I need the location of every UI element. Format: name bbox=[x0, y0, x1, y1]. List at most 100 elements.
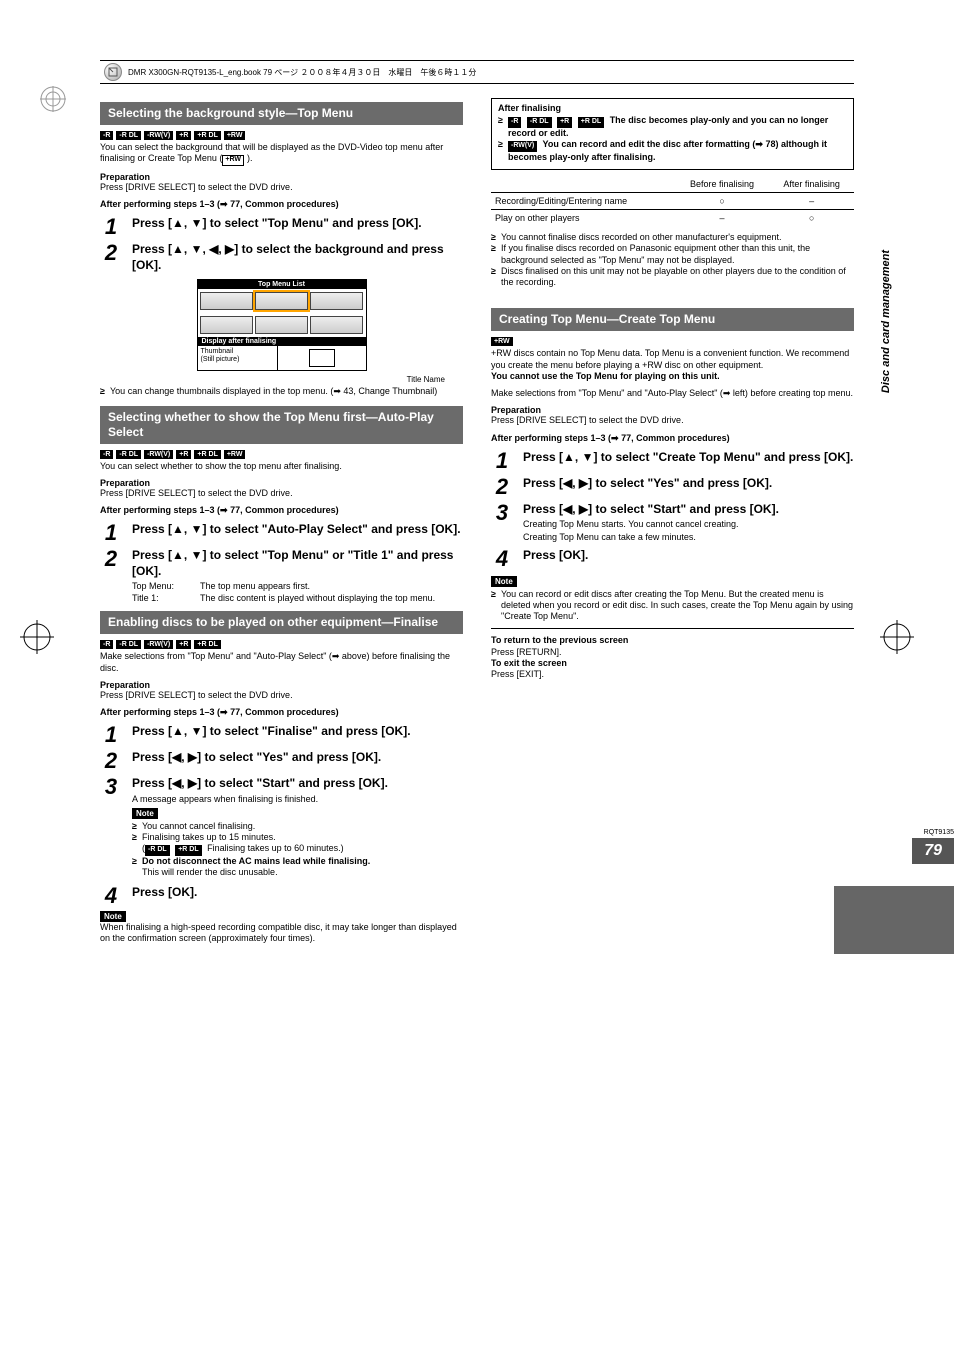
step-title: Press [OK]. bbox=[523, 548, 854, 564]
disc-tags: -R-R DL-RW(V)+R+R DL bbox=[100, 638, 463, 649]
divider bbox=[491, 628, 854, 629]
def-val: The top menu appears first. bbox=[200, 581, 310, 591]
def-term: Top Menu: bbox=[132, 581, 192, 591]
note-badge: Note bbox=[132, 808, 158, 819]
page-number: 79 bbox=[912, 838, 954, 864]
step-title: Press [▲, ▼] to select "Finalise" and pr… bbox=[132, 724, 463, 740]
right-bullet: You cannot finalise discs recorded on ot… bbox=[491, 232, 854, 243]
s2-intro: You can select whether to show the top m… bbox=[100, 461, 463, 472]
s3-footnote: When finalising a high-speed recording c… bbox=[100, 922, 463, 945]
s4-intro2: You cannot use the Top Menu for playing … bbox=[491, 371, 854, 382]
bg-option bbox=[310, 316, 363, 334]
table-header: After finalising bbox=[769, 176, 854, 193]
step-number: 4 bbox=[100, 885, 122, 907]
s4-intro3: Make selections from "Top Menu" and "Aut… bbox=[491, 388, 854, 399]
step-sub: A message appears when finalising is fin… bbox=[132, 794, 463, 805]
step-title: Press [▲, ▼] to select "Auto-Play Select… bbox=[132, 522, 463, 538]
table-row: Recording/Editing/Entering name ○ – bbox=[491, 193, 854, 210]
right-bullet: If you finalise discs recorded on Panaso… bbox=[491, 243, 854, 266]
table-row: Play on other players – ○ bbox=[491, 210, 854, 227]
top-menu-diagram: Top Menu List Display after finalising T… bbox=[197, 279, 367, 371]
bg-option-selected bbox=[255, 292, 308, 310]
disc-tags: -R-R DL-RW(V)+R+R DL+RW bbox=[100, 129, 463, 140]
step-title: Press [OK]. bbox=[132, 885, 463, 901]
after-steps: After performing steps 1–3 (➡ 77, Common… bbox=[491, 433, 854, 444]
step-title: Press [▲, ▼, ◀, ▶] to select the backgro… bbox=[132, 242, 463, 273]
page-sheet: DMR X300GN-RQT9135-L_eng.book 79 ページ ２００… bbox=[0, 0, 954, 984]
prep-text: Press [DRIVE SELECT] to select the DVD d… bbox=[491, 415, 854, 426]
step-title: Press [◀, ▶] to select "Start" and press… bbox=[132, 776, 463, 792]
table-cell: ○ bbox=[769, 210, 854, 227]
step-title: Press [▲, ▼] to select "Top Menu" and pr… bbox=[132, 216, 463, 232]
prep-text: Press [DRIVE SELECT] to select the DVD d… bbox=[100, 182, 463, 193]
section-bg-style: Selecting the background style—Top Menu bbox=[100, 102, 463, 125]
table-cell: – bbox=[675, 210, 770, 227]
step-number: 3 bbox=[491, 502, 513, 544]
after-steps: After performing steps 1–3 (➡ 77, Common… bbox=[100, 707, 463, 718]
prep-text: Press [DRIVE SELECT] to select the DVD d… bbox=[100, 690, 463, 701]
table-cell: ○ bbox=[675, 193, 770, 210]
display-after-label: Display after finalising bbox=[198, 337, 366, 346]
s1-intro-text: You can select the background that will … bbox=[100, 142, 443, 163]
note-bullet: Finalising takes up to 15 minutes.(-R DL… bbox=[132, 832, 463, 856]
table-cell: Play on other players bbox=[491, 210, 675, 227]
title-name-caption: Title Name bbox=[100, 375, 463, 384]
thumbnail-label: Thumbnail(Still picture) bbox=[198, 346, 278, 370]
s4-step4: 4 Press [OK]. bbox=[491, 548, 854, 570]
step-title: Press [◀, ▶] to select "Yes" and press [… bbox=[523, 476, 854, 492]
rw-tag-inline: +RW bbox=[222, 155, 244, 166]
after-fin-bullet: -R -R DL +R +R DL The disc becomes play-… bbox=[498, 115, 847, 139]
section-finalise: Enabling discs to be played on other equ… bbox=[100, 611, 463, 634]
right-bullet: Discs finalised on this unit may not be … bbox=[491, 266, 854, 289]
prep-text: Press [DRIVE SELECT] to select the DVD d… bbox=[100, 488, 463, 499]
book-meta-bar: DMR X300GN-RQT9135-L_eng.book 79 ページ ２００… bbox=[100, 60, 854, 84]
exit-text: Press [EXIT]. bbox=[491, 669, 854, 680]
table-header: Before finalising bbox=[675, 176, 770, 193]
bg-option bbox=[200, 292, 253, 310]
disc-tags: -R-R DL-RW(V)+R+R DL+RW bbox=[100, 448, 463, 459]
step-number: 1 bbox=[100, 522, 122, 544]
def-term: Title 1: bbox=[132, 593, 192, 603]
s1-bullet: You can change thumbnails displayed in t… bbox=[100, 386, 463, 397]
step-title: Press [▲, ▼] to select "Top Menu" or "Ti… bbox=[132, 548, 463, 579]
s4-step3: 3 Press [◀, ▶] to select "Start" and pre… bbox=[491, 502, 854, 544]
s3-intro: Make selections from "Top Menu" and "Aut… bbox=[100, 651, 463, 674]
s3-step3: 3 Press [◀, ▶] to select "Start" and pre… bbox=[100, 776, 463, 881]
step-number: 1 bbox=[491, 450, 513, 472]
after-fin-bullet: -RW(V) You can record and edit the disc … bbox=[498, 139, 847, 163]
table-cell: Recording/Editing/Entering name bbox=[491, 193, 675, 210]
finalising-table: Before finalising After finalising Recor… bbox=[491, 176, 854, 226]
step-sub: Creating Top Menu can take a few minutes… bbox=[523, 532, 854, 543]
bg-option bbox=[255, 316, 308, 334]
section-create-top-menu: Creating Top Menu—Create Top Menu bbox=[491, 308, 854, 331]
rqt-code: RQT9135 bbox=[912, 829, 954, 836]
s4-note-bullet: You can record or edit discs after creat… bbox=[491, 589, 854, 623]
section-autoplay: Selecting whether to show the Top Menu f… bbox=[100, 406, 463, 444]
return-heading: To return to the previous screen bbox=[491, 635, 854, 646]
note-bullet: Do not disconnect the AC mains lead whil… bbox=[132, 856, 463, 879]
s3-step2: 2 Press [◀, ▶] to select "Yes" and press… bbox=[100, 750, 463, 772]
after-steps: After performing steps 1–3 (➡ 77, Common… bbox=[100, 199, 463, 210]
s1-step2: 2 Press [▲, ▼, ◀, ▶] to select the backg… bbox=[100, 242, 463, 273]
step-number: 2 bbox=[100, 242, 122, 273]
step-number: 3 bbox=[100, 776, 122, 881]
after-fin-heading: After finalising bbox=[498, 103, 847, 113]
s3-step1: 1 Press [▲, ▼] to select "Finalise" and … bbox=[100, 724, 463, 746]
step-number: 4 bbox=[491, 548, 513, 570]
note-badge: Note bbox=[100, 911, 126, 922]
step-sub: Creating Top Menu starts. You cannot can… bbox=[523, 519, 854, 530]
table-cell: – bbox=[769, 193, 854, 210]
s4-step1: 1 Press [▲, ▼] to select "Create Top Men… bbox=[491, 450, 854, 472]
step-number: 1 bbox=[100, 724, 122, 746]
after-steps: After performing steps 1–3 (➡ 77, Common… bbox=[100, 505, 463, 516]
prep-heading: Preparation bbox=[100, 680, 463, 690]
disc-tags: +RW bbox=[491, 335, 854, 346]
left-column: Selecting the background style—Top Menu … bbox=[100, 94, 463, 944]
after-finalising-box: After finalising -R -R DL +R +R DL The d… bbox=[491, 98, 854, 170]
s1-intro: You can select the background that will … bbox=[100, 142, 463, 166]
bg-option bbox=[200, 316, 253, 334]
page-footer: RQT9135 79 bbox=[912, 829, 954, 864]
step-number: 2 bbox=[100, 548, 122, 603]
right-column: After finalising -R -R DL +R +R DL The d… bbox=[491, 94, 854, 944]
return-text: Press [RETURN]. bbox=[491, 647, 854, 658]
